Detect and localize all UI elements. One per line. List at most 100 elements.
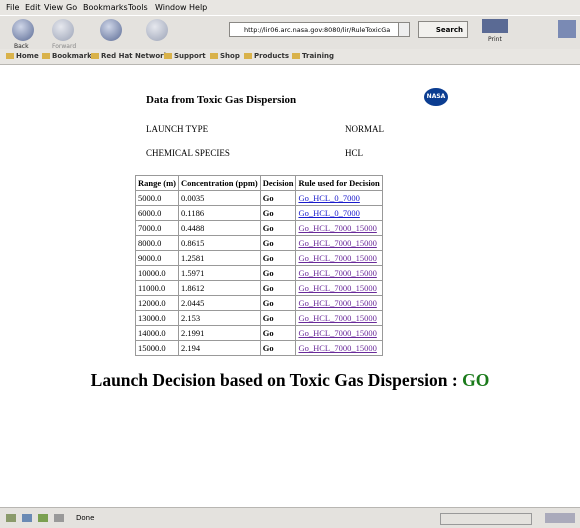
decision-cell: Go	[260, 221, 296, 236]
toolbar: Back Forward http://lir06.arc.nasa.gov:8…	[0, 15, 580, 50]
rule-link[interactable]: Go_HCL_7000_15000	[298, 223, 376, 233]
range-cell: 5000.0	[136, 191, 179, 206]
range-cell: 6000.0	[136, 206, 179, 221]
concentration-cell: 1.8612	[179, 281, 261, 296]
bookmark[interactable]: Training	[292, 52, 334, 60]
column-header: Concentration (ppm)	[179, 176, 261, 191]
decision-cell: Go	[260, 311, 296, 326]
bookmark[interactable]: Products	[244, 52, 289, 60]
url-field[interactable]: http://lir06.arc.nasa.gov:8080/lir/RuleT…	[229, 22, 409, 37]
column-header: Rule used for Decision	[296, 176, 382, 191]
decision-text: Launch Decision based on Toxic Gas Dispe…	[91, 370, 458, 390]
range-cell: 15000.0	[136, 341, 179, 356]
range-cell: 8000.0	[136, 236, 179, 251]
concentration-cell: 0.8615	[179, 236, 261, 251]
rule-cell: Go_HCL_7000_15000	[296, 296, 382, 311]
search-button[interactable]: Search	[418, 21, 468, 38]
range-cell: 13000.0	[136, 311, 179, 326]
range-cell: 10000.0	[136, 266, 179, 281]
menu-item[interactable]: Help	[189, 3, 207, 12]
status-icon	[38, 514, 48, 522]
menu-item[interactable]: Tools	[128, 3, 148, 12]
rule-link[interactable]: Go_HCL_7000_15000	[298, 298, 376, 308]
decision-cell: Go	[260, 326, 296, 341]
decision-cell: Go	[260, 236, 296, 251]
data-table: Range (m)Concentration (ppm)DecisionRule…	[135, 175, 383, 356]
forward-button[interactable]	[52, 19, 74, 41]
rule-link[interactable]: Go_HCL_7000_15000	[298, 238, 376, 248]
table-row: 7000.00.4488GoGo_HCL_7000_15000	[136, 221, 383, 236]
column-header: Decision	[260, 176, 296, 191]
status-text: Done	[76, 514, 94, 522]
launch-decision: Launch Decision based on Toxic Gas Dispe…	[0, 370, 580, 391]
logo: NASA	[424, 88, 448, 106]
range-cell: 14000.0	[136, 326, 179, 341]
info-label: LAUNCH TYPE	[146, 124, 208, 134]
decision-cell: Go	[260, 191, 296, 206]
bookmark[interactable]: Support	[164, 52, 206, 60]
info-label: CHEMICAL SPECIES	[146, 148, 230, 158]
concentration-cell: 0.1186	[179, 206, 261, 221]
menu-item[interactable]: Window	[155, 3, 187, 12]
rule-link[interactable]: Go_HCL_7000_15000	[298, 343, 376, 353]
concentration-cell: 1.5971	[179, 266, 261, 281]
concentration-cell: 2.1991	[179, 326, 261, 341]
rule-cell: Go_HCL_7000_15000	[296, 311, 382, 326]
decision-cell: Go	[260, 266, 296, 281]
rule-cell: Go_HCL_7000_15000	[296, 341, 382, 356]
rule-cell: Go_HCL_7000_15000	[296, 326, 382, 341]
concentration-cell: 2.194	[179, 341, 261, 356]
bookmark[interactable]: Home	[6, 52, 39, 60]
decision-cell: Go	[260, 341, 296, 356]
decision-cell: Go	[260, 206, 296, 221]
concentration-cell: 2.153	[179, 311, 261, 326]
rule-link[interactable]: Go_HCL_7000_15000	[298, 328, 376, 338]
info-value: NORMAL	[345, 124, 384, 134]
table-row: 12000.02.0445GoGo_HCL_7000_15000	[136, 296, 383, 311]
rule-link[interactable]: Go_HCL_0_7000	[298, 208, 359, 218]
bookmark[interactable]: Bookmarks	[42, 52, 96, 60]
menu-item[interactable]: Bookmarks	[83, 3, 128, 12]
rule-link[interactable]: Go_HCL_0_7000	[298, 193, 359, 203]
print-icon[interactable]	[482, 19, 508, 33]
status-icon	[54, 514, 64, 522]
menu-item[interactable]: Go	[66, 3, 77, 12]
security-icon	[545, 513, 575, 523]
decision-cell: Go	[260, 251, 296, 266]
url-dropdown[interactable]	[398, 22, 410, 37]
bookmark[interactable]: Red Hat Network	[91, 52, 168, 60]
reload-button[interactable]	[100, 19, 122, 41]
status-bar: Done	[0, 507, 580, 528]
menu-item[interactable]: File	[6, 3, 19, 12]
rule-link[interactable]: Go_HCL_7000_15000	[298, 283, 376, 293]
rule-link[interactable]: Go_HCL_7000_15000	[298, 253, 376, 263]
menu-item[interactable]: Edit	[25, 3, 41, 12]
concentration-cell: 0.0035	[179, 191, 261, 206]
page-title: Data from Toxic Gas Dispersion	[146, 94, 296, 106]
rule-cell: Go_HCL_7000_15000	[296, 221, 382, 236]
status-icon	[6, 514, 16, 522]
stop-button[interactable]	[146, 19, 168, 41]
menu-bar: File Edit View Go Bookmarks Tools Window…	[0, 0, 580, 15]
back-button[interactable]	[12, 19, 34, 41]
rule-cell: Go_HCL_7000_15000	[296, 236, 382, 251]
browser-window: File Edit View Go Bookmarks Tools Window…	[0, 0, 580, 527]
concentration-cell: 1.2581	[179, 251, 261, 266]
rule-link[interactable]: Go_HCL_7000_15000	[298, 313, 376, 323]
range-cell: 11000.0	[136, 281, 179, 296]
rule-cell: Go_HCL_7000_15000	[296, 281, 382, 296]
menu-item[interactable]: View	[44, 3, 63, 12]
rule-link[interactable]: Go_HCL_7000_15000	[298, 268, 376, 278]
bookmark[interactable]: Shop	[210, 52, 240, 60]
rule-cell: Go_HCL_7000_15000	[296, 251, 382, 266]
throbber	[558, 20, 576, 38]
button-label: Print	[488, 36, 502, 43]
